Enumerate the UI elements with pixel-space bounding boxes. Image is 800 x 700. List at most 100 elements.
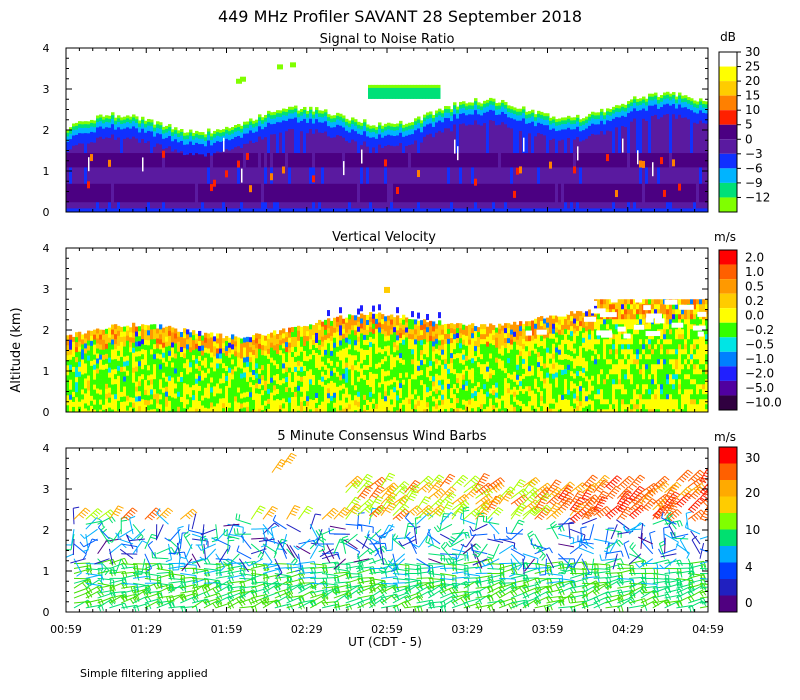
snr-cell bbox=[405, 129, 409, 136]
vv-cell bbox=[135, 396, 139, 402]
vv-cell bbox=[315, 407, 319, 412]
snr-cell bbox=[438, 111, 442, 116]
snr-cell bbox=[291, 118, 295, 130]
snr-cell bbox=[72, 183, 76, 203]
vv-cell bbox=[381, 384, 385, 390]
vv-cell bbox=[477, 352, 481, 358]
vv-cell bbox=[339, 320, 343, 326]
vv-cell bbox=[303, 385, 307, 392]
vv-cell bbox=[75, 397, 79, 403]
vv-cell bbox=[432, 406, 436, 412]
vv-cell bbox=[324, 404, 328, 411]
vv-cell bbox=[297, 395, 301, 402]
snr-cell bbox=[150, 201, 154, 209]
snr-cell bbox=[693, 166, 697, 184]
vv-cell bbox=[264, 365, 268, 371]
snr-cell bbox=[201, 207, 205, 212]
vv-cell bbox=[435, 383, 439, 390]
snr-cell bbox=[213, 166, 217, 184]
vv-cell bbox=[414, 394, 418, 400]
vv-cell bbox=[147, 380, 151, 386]
vv-cell bbox=[402, 389, 406, 396]
snr-cell bbox=[648, 105, 652, 116]
snr-cell bbox=[405, 145, 409, 154]
vv-cell bbox=[129, 382, 133, 388]
vv-cell bbox=[333, 392, 337, 399]
vv-cell bbox=[78, 376, 82, 383]
vv-cell bbox=[144, 344, 148, 351]
snr-cell bbox=[156, 123, 160, 128]
snr-cell bbox=[111, 114, 115, 119]
vv-cell bbox=[399, 403, 403, 409]
snr-cell bbox=[687, 99, 691, 104]
snr-cell bbox=[420, 152, 424, 168]
vv-cell bbox=[159, 394, 163, 400]
snr-cell bbox=[681, 117, 685, 154]
vv-cell bbox=[222, 348, 226, 354]
vv-cell bbox=[276, 334, 280, 340]
vv-cell bbox=[300, 401, 304, 408]
vv-cell bbox=[435, 393, 439, 400]
vv-cell bbox=[405, 402, 409, 408]
vv-cell bbox=[186, 329, 190, 335]
snr-cell bbox=[174, 152, 178, 168]
vv-cell bbox=[444, 388, 448, 395]
vv-cell bbox=[441, 344, 445, 350]
vv-cell bbox=[360, 363, 364, 369]
vv-cell bbox=[87, 370, 91, 376]
snr-cell bbox=[684, 201, 688, 209]
vv-cell bbox=[309, 374, 313, 380]
snr-cell bbox=[234, 166, 238, 184]
snr-cell bbox=[528, 132, 532, 154]
vv-cell bbox=[345, 392, 349, 398]
snr-cell bbox=[369, 137, 373, 148]
snr-cell bbox=[561, 117, 565, 121]
snr-cell bbox=[294, 207, 298, 212]
vv-cell bbox=[180, 387, 184, 393]
vv-cell bbox=[447, 403, 451, 410]
vv-cell bbox=[456, 383, 460, 389]
snr-cell bbox=[288, 109, 292, 114]
snr-cell bbox=[345, 118, 349, 122]
vv-cell bbox=[336, 361, 340, 368]
vv-cell bbox=[294, 386, 298, 393]
vv-cell bbox=[333, 327, 337, 334]
snr-cell bbox=[351, 207, 355, 212]
snr-cell bbox=[159, 143, 163, 154]
vv-cell bbox=[303, 375, 307, 382]
vv-cell bbox=[264, 380, 268, 386]
vv-cell bbox=[450, 328, 454, 334]
vv-cell bbox=[309, 334, 313, 340]
snr-cell bbox=[690, 183, 694, 203]
snr-cell bbox=[570, 117, 574, 121]
snr-cell bbox=[471, 166, 475, 184]
snr-cell bbox=[417, 201, 421, 209]
snr-cell bbox=[474, 109, 478, 121]
snr-cell bbox=[543, 134, 547, 154]
vv-cell bbox=[453, 379, 457, 385]
snr-cell bbox=[171, 152, 175, 168]
vv-cell bbox=[258, 383, 262, 390]
vv-cell bbox=[501, 355, 505, 361]
vv-cell bbox=[357, 356, 361, 363]
vv-cell bbox=[222, 368, 226, 374]
vv-cell bbox=[471, 338, 475, 344]
vv-cell bbox=[183, 403, 187, 409]
snr-cell bbox=[336, 118, 340, 125]
snr-cell bbox=[69, 133, 73, 140]
vv-cell bbox=[471, 393, 475, 399]
snr-cell bbox=[279, 201, 283, 209]
snr-cell bbox=[210, 166, 214, 184]
vv-cell bbox=[327, 408, 331, 412]
vv-cell bbox=[96, 388, 100, 394]
vv-cell bbox=[93, 399, 97, 405]
vv-cell bbox=[234, 386, 238, 392]
snr-cell bbox=[606, 110, 610, 116]
vv-cell bbox=[420, 410, 424, 412]
snr-cell bbox=[267, 152, 271, 168]
snr-cell bbox=[615, 126, 619, 154]
snr-speck bbox=[240, 76, 246, 82]
vv-cell bbox=[471, 348, 475, 354]
snr-cell bbox=[393, 135, 397, 147]
snr-cell bbox=[510, 152, 514, 168]
